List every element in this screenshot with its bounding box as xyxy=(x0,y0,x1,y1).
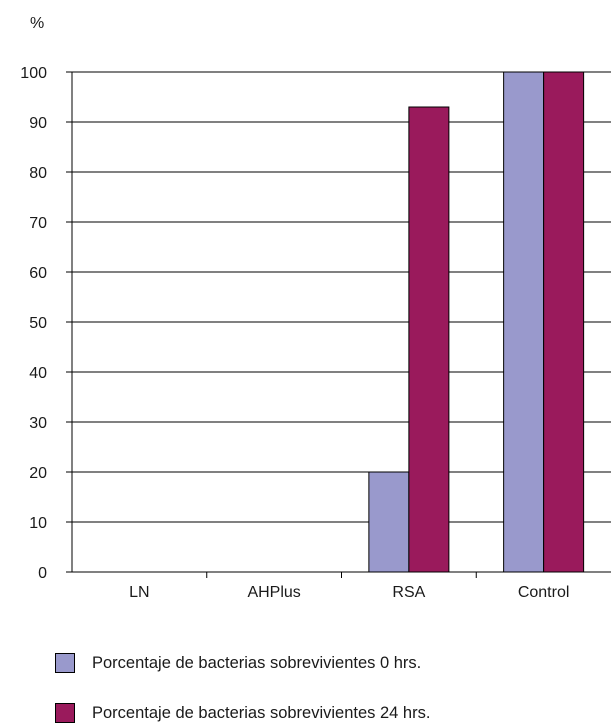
bar-rsa-series-0 xyxy=(368,471,410,573)
bar-control-series-1 xyxy=(543,71,585,573)
x-tick-label-rsa: RSA xyxy=(392,584,425,601)
legend-label-24hrs: Porcentaje de bacterias sobrevivientes 2… xyxy=(92,703,431,722)
y-tick-labels: 0 10 20 30 40 50 60 70 80 90 100 xyxy=(20,65,47,582)
y-axis-label: % xyxy=(30,15,44,32)
y-tick-label: 40 xyxy=(29,365,47,382)
bar-rsa-series-1 xyxy=(408,106,450,573)
x-tick-label-ln: LN xyxy=(129,584,149,601)
legend-swatch-0hrs xyxy=(55,653,75,673)
legend-item-0hrs: Porcentaje de bacterias sobrevivientes 0… xyxy=(55,650,421,676)
axes xyxy=(66,71,611,578)
y-tick-label: 60 xyxy=(29,265,47,282)
y-tick-label: 90 xyxy=(29,115,47,132)
y-tick-label: 0 xyxy=(38,565,47,582)
legend-swatch-24hrs xyxy=(55,703,75,723)
y-tick-label: 80 xyxy=(29,165,47,182)
bar-control-series-0 xyxy=(503,71,545,573)
y-tick-label: 100 xyxy=(20,65,47,82)
y-tick-label: 30 xyxy=(29,415,47,432)
y-tick-label: 70 xyxy=(29,215,47,232)
x-tick-labels: LN AHPlus RSA Control xyxy=(129,584,569,601)
y-tick-label: 20 xyxy=(29,465,47,482)
y-tick-label: 10 xyxy=(29,515,47,532)
x-tick-label-ahplus: AHPlus xyxy=(247,584,300,601)
x-tick-label-control: Control xyxy=(518,584,570,601)
legend-item-24hrs: Porcentaje de bacterias sobrevivientes 2… xyxy=(55,700,430,726)
y-tick-label: 50 xyxy=(29,315,47,332)
legend-label-0hrs: Porcentaje de bacterias sobrevivientes 0… xyxy=(92,653,422,672)
